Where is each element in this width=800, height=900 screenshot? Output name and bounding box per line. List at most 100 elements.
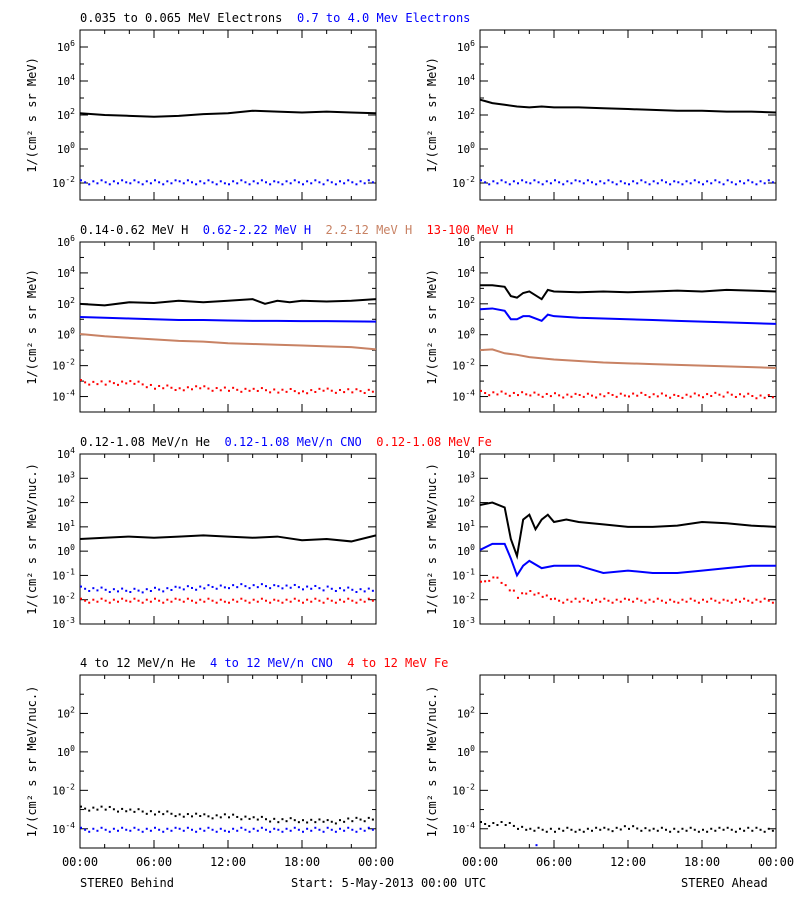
series-black-point (582, 830, 585, 833)
series-blue-point (574, 179, 577, 182)
series-red-point (710, 394, 713, 397)
y-tick-label: 102 (57, 705, 75, 720)
series-black-point (677, 830, 680, 833)
series-black-point (734, 830, 737, 833)
series-tan-line (479, 348, 777, 369)
series-red-point (273, 598, 276, 601)
series-red-point (289, 387, 292, 390)
series-red-point (607, 392, 610, 395)
series-red-point (174, 389, 177, 392)
series-blue-point (244, 828, 247, 831)
series-red-point (611, 393, 614, 396)
series-blue-point (129, 591, 132, 593)
series-blue-point (665, 181, 667, 184)
series-red-point (607, 599, 610, 602)
series-red-point (162, 387, 165, 390)
series-black-point (297, 821, 300, 824)
series-red-point (121, 380, 124, 383)
series-red-point (541, 595, 544, 598)
series-red-point (693, 392, 696, 395)
series-red-point (628, 598, 630, 601)
series-black-point (84, 807, 87, 810)
y-tick-label: 10-1 (452, 567, 475, 582)
series-blue-point (137, 181, 140, 184)
series-red-point (306, 598, 309, 601)
series-blue-point (289, 586, 292, 589)
series-red-point (359, 598, 362, 601)
series-red-point (603, 597, 606, 600)
series-red-point (88, 601, 91, 604)
series-black-point (310, 818, 313, 821)
series-red-point (371, 390, 374, 393)
series-black-point (170, 812, 173, 815)
series-red-point (334, 391, 337, 394)
series-blue-point (117, 182, 119, 185)
y-tick-label: 100 (457, 744, 475, 759)
series-black-point (665, 828, 667, 831)
series-red-point (512, 589, 515, 592)
series-blue-point (211, 181, 214, 184)
series-blue-point (656, 182, 659, 185)
series-red-point (219, 598, 222, 601)
legend-label-3: 0.12-1.08 MeV Fe (376, 435, 492, 449)
series-blue-point (96, 182, 99, 185)
series-red-point (232, 598, 235, 601)
y-tick-label: 106 (57, 234, 75, 249)
series-red-point (310, 389, 313, 392)
series-blue-point (289, 829, 292, 832)
series-blue-point (318, 587, 321, 590)
series-blue-point (669, 183, 672, 186)
series-black-point (743, 829, 746, 832)
series-blue-line (479, 307, 777, 325)
series-red-point (533, 593, 536, 596)
series-blue-point (739, 180, 741, 183)
series-blue-point (100, 179, 103, 182)
series-blue-point (228, 183, 230, 186)
series-blue-point (554, 179, 556, 182)
x-tick-label: 00:00 (462, 855, 498, 869)
series-red-point (100, 597, 103, 600)
series-red-point (665, 394, 667, 397)
series-blue-point (207, 584, 210, 587)
series-black-point (648, 829, 651, 832)
series-red-point (108, 380, 111, 383)
series-blue-point (215, 587, 218, 590)
series-blue-point (248, 183, 251, 186)
series-red-point (191, 599, 193, 602)
series-blue-point (681, 183, 684, 186)
series-blue-point (117, 590, 119, 593)
series-red-point (310, 600, 313, 603)
series-red-point (108, 601, 111, 604)
series-black-point (322, 820, 325, 823)
series-blue-point (182, 588, 185, 591)
series-blue-point (203, 182, 206, 185)
series-black-point (730, 828, 733, 831)
series-red-point (521, 592, 524, 595)
series-red-point (586, 599, 589, 602)
series-black-point (607, 828, 610, 831)
series-blue-point (195, 588, 198, 591)
series-red-point (591, 601, 593, 604)
series-black-point (314, 821, 317, 824)
series-black-point (252, 816, 255, 819)
series-black-point (121, 807, 124, 810)
series-blue-point (339, 827, 341, 830)
series-blue-point (747, 179, 750, 182)
series-red-point (302, 390, 304, 393)
series-black-point (714, 829, 717, 832)
series-blue-point (334, 183, 337, 186)
series-black-point (260, 815, 263, 818)
series-blue-point (244, 585, 247, 588)
series-black-point (330, 820, 333, 823)
series-blue-point (232, 584, 235, 587)
series-red-point (211, 599, 214, 602)
series-red-point (541, 395, 544, 398)
series-blue-point (265, 828, 267, 831)
series-red-point (677, 601, 680, 604)
series-blue-point (92, 587, 95, 590)
y-tick-label: 106 (57, 39, 75, 54)
series-red-point (484, 392, 487, 395)
series-black-point (603, 826, 606, 829)
series-red-point (84, 381, 87, 384)
y-tick-label: 100 (457, 327, 475, 342)
